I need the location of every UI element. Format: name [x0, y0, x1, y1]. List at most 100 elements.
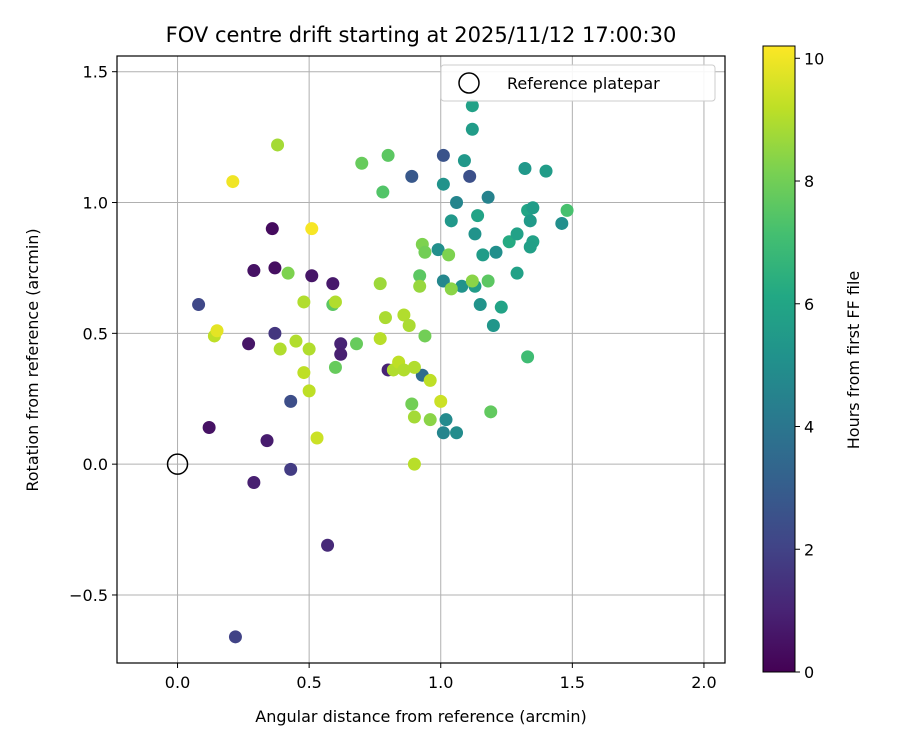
data-point	[210, 324, 224, 338]
data-point	[436, 426, 450, 440]
data-point	[242, 337, 256, 351]
data-point	[526, 201, 540, 215]
data-point	[423, 373, 437, 387]
data-point	[226, 175, 240, 189]
data-point	[450, 196, 464, 210]
data-point	[373, 277, 387, 291]
legend: Reference platepar	[440, 64, 716, 102]
data-point	[228, 630, 242, 644]
data-point	[407, 457, 421, 471]
data-point	[202, 421, 216, 435]
y-tick-label: 0.5	[83, 324, 108, 343]
y-tick-label: 1.0	[83, 194, 108, 213]
y-axis-ticks: −0.5 0.0 0.5 1.0 1.5	[69, 63, 117, 605]
x-tick-label: 1.5	[560, 673, 585, 692]
data-point	[518, 162, 532, 176]
y-axis-label: Rotation from reference (arcmin)	[23, 228, 42, 491]
data-point	[271, 138, 285, 152]
data-point	[378, 311, 392, 325]
data-point	[281, 266, 295, 280]
data-points	[192, 99, 574, 644]
data-point	[376, 185, 390, 199]
colorbar-tick-label: 6	[804, 295, 814, 314]
data-point	[510, 227, 524, 241]
data-point	[334, 337, 348, 351]
data-point	[326, 277, 340, 291]
data-point	[328, 360, 342, 374]
data-point	[328, 295, 342, 309]
data-point	[484, 405, 498, 419]
data-point	[373, 332, 387, 346]
x-tick-label: 0.5	[296, 673, 321, 692]
data-point	[192, 298, 206, 312]
data-point	[260, 434, 274, 448]
data-point	[481, 274, 495, 288]
plot-frame	[116, 55, 726, 664]
data-point	[439, 413, 453, 427]
reference-point	[166, 453, 189, 475]
data-point	[555, 216, 569, 230]
legend-label-reference: Reference platepar	[507, 74, 660, 93]
data-point	[465, 99, 479, 113]
data-point	[407, 410, 421, 424]
data-point	[268, 261, 282, 275]
data-point	[436, 148, 450, 162]
data-point	[405, 397, 419, 411]
data-point	[273, 342, 287, 356]
data-point	[423, 413, 437, 427]
x-axis-label: Angular distance from reference (arcmin)	[255, 707, 586, 726]
y-tick-label: 0.0	[83, 455, 108, 474]
data-point	[297, 295, 311, 309]
data-point	[494, 300, 508, 314]
data-point	[268, 326, 282, 340]
data-point	[402, 318, 416, 332]
data-point	[407, 360, 421, 374]
data-point	[302, 384, 316, 398]
data-point	[297, 366, 311, 380]
data-point	[486, 318, 500, 332]
chart-title: FOV centre drift starting at 2025/11/12 …	[166, 23, 677, 47]
data-point	[481, 190, 495, 204]
colorbar-tick-label: 8	[804, 172, 814, 191]
data-point	[247, 264, 261, 278]
data-point	[310, 431, 324, 445]
legend-marker-reference	[458, 72, 480, 94]
data-point	[560, 203, 574, 217]
data-point	[471, 209, 485, 223]
data-point	[473, 298, 487, 312]
data-point	[397, 363, 411, 377]
colorbar: 0 2 4 6 8 10 Hours from first FF file	[762, 45, 863, 682]
colorbar-ticks: 0 2 4 6 8 10	[795, 49, 824, 682]
data-point	[321, 538, 335, 552]
legend-box	[440, 64, 716, 102]
data-point	[431, 243, 445, 257]
data-point	[284, 394, 298, 408]
data-point	[523, 214, 537, 228]
data-point	[302, 342, 316, 356]
y-tick-label: 1.5	[83, 63, 108, 82]
data-point	[247, 475, 261, 489]
data-point	[381, 148, 395, 162]
x-axis-ticks: 0.0 0.5 1.0 1.5 2.0	[165, 663, 717, 692]
data-point	[521, 350, 535, 364]
data-point	[397, 308, 411, 322]
data-point	[468, 227, 482, 241]
data-point	[355, 156, 369, 170]
data-point	[502, 235, 516, 249]
data-point	[489, 245, 503, 259]
data-point	[436, 177, 450, 191]
data-point	[450, 426, 464, 440]
data-point	[418, 329, 432, 343]
grid-lines	[117, 56, 725, 663]
data-point	[413, 269, 427, 283]
data-point	[476, 248, 490, 262]
colorbar-label: Hours from first FF file	[844, 271, 863, 450]
data-point	[434, 394, 448, 408]
data-point	[442, 248, 456, 262]
data-point	[463, 169, 477, 183]
data-point	[465, 274, 479, 288]
data-point	[305, 222, 319, 236]
data-point	[444, 282, 458, 296]
x-tick-label: 1.0	[428, 673, 453, 692]
